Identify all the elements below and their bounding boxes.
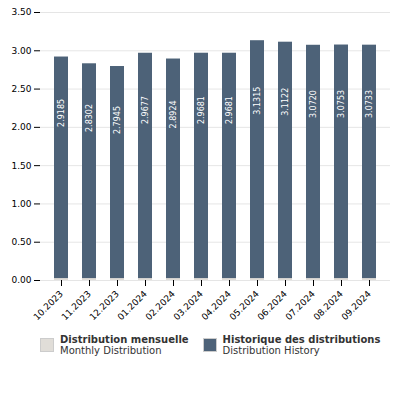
svg-text:1.50: 1.50	[11, 161, 31, 171]
svg-text:2.8924: 2.8924	[169, 100, 178, 128]
svg-text:2.8302: 2.8302	[85, 104, 94, 132]
svg-text:07.2024: 07.2024	[284, 289, 318, 323]
svg-text:2.00: 2.00	[11, 122, 31, 132]
svg-text:1.00: 1.00	[11, 199, 31, 209]
html-text:Historique des distributions: Historique des distributions	[222, 334, 381, 345]
svg-text:0.00: 0.00	[11, 275, 31, 285]
svg-text:2.9677: 2.9677	[141, 96, 150, 124]
svg-text:02.2024: 02.2024	[144, 289, 178, 323]
svg-text:05.2024: 05.2024	[228, 289, 262, 323]
svg-text:09.2024: 09.2024	[340, 289, 374, 323]
svg-text:11.2023: 11.2023	[60, 289, 93, 322]
svg-text:3.0733: 3.0733	[365, 90, 374, 118]
svg-text:2.7945: 2.7945	[113, 106, 122, 134]
svg-text:06.2024: 06.2024	[256, 289, 290, 323]
html-text:Monthly Distribution: Monthly Distribution	[60, 345, 162, 356]
svg-text:2.9185: 2.9185	[57, 99, 66, 127]
svg-text:03.2024: 03.2024	[172, 289, 206, 323]
svg-text:08.2024: 08.2024	[312, 289, 346, 323]
svg-text:01.2024: 01.2024	[116, 289, 150, 323]
svg-text:3.1122: 3.1122	[281, 88, 290, 116]
html-text:Distribution History: Distribution History	[222, 345, 320, 356]
svg-text:3.00: 3.00	[11, 46, 31, 56]
svg-text:12.2023: 12.2023	[88, 289, 121, 322]
svg-text:3.1315: 3.1315	[253, 87, 262, 115]
svg-text:04.2024: 04.2024	[200, 289, 234, 323]
svg-text:3.0720: 3.0720	[309, 90, 318, 118]
html-text:Distribution mensuelle: Distribution mensuelle	[60, 334, 189, 345]
svg-text:2.9681: 2.9681	[197, 96, 206, 124]
svg-text:3.50: 3.50	[11, 7, 31, 17]
svg-text:2.9681: 2.9681	[225, 96, 234, 124]
svg-text:2.50: 2.50	[11, 84, 31, 94]
svg-text:0.50: 0.50	[11, 237, 31, 247]
svg-text:10.2023: 10.2023	[32, 289, 65, 322]
svg-text:3.0753: 3.0753	[337, 90, 346, 118]
